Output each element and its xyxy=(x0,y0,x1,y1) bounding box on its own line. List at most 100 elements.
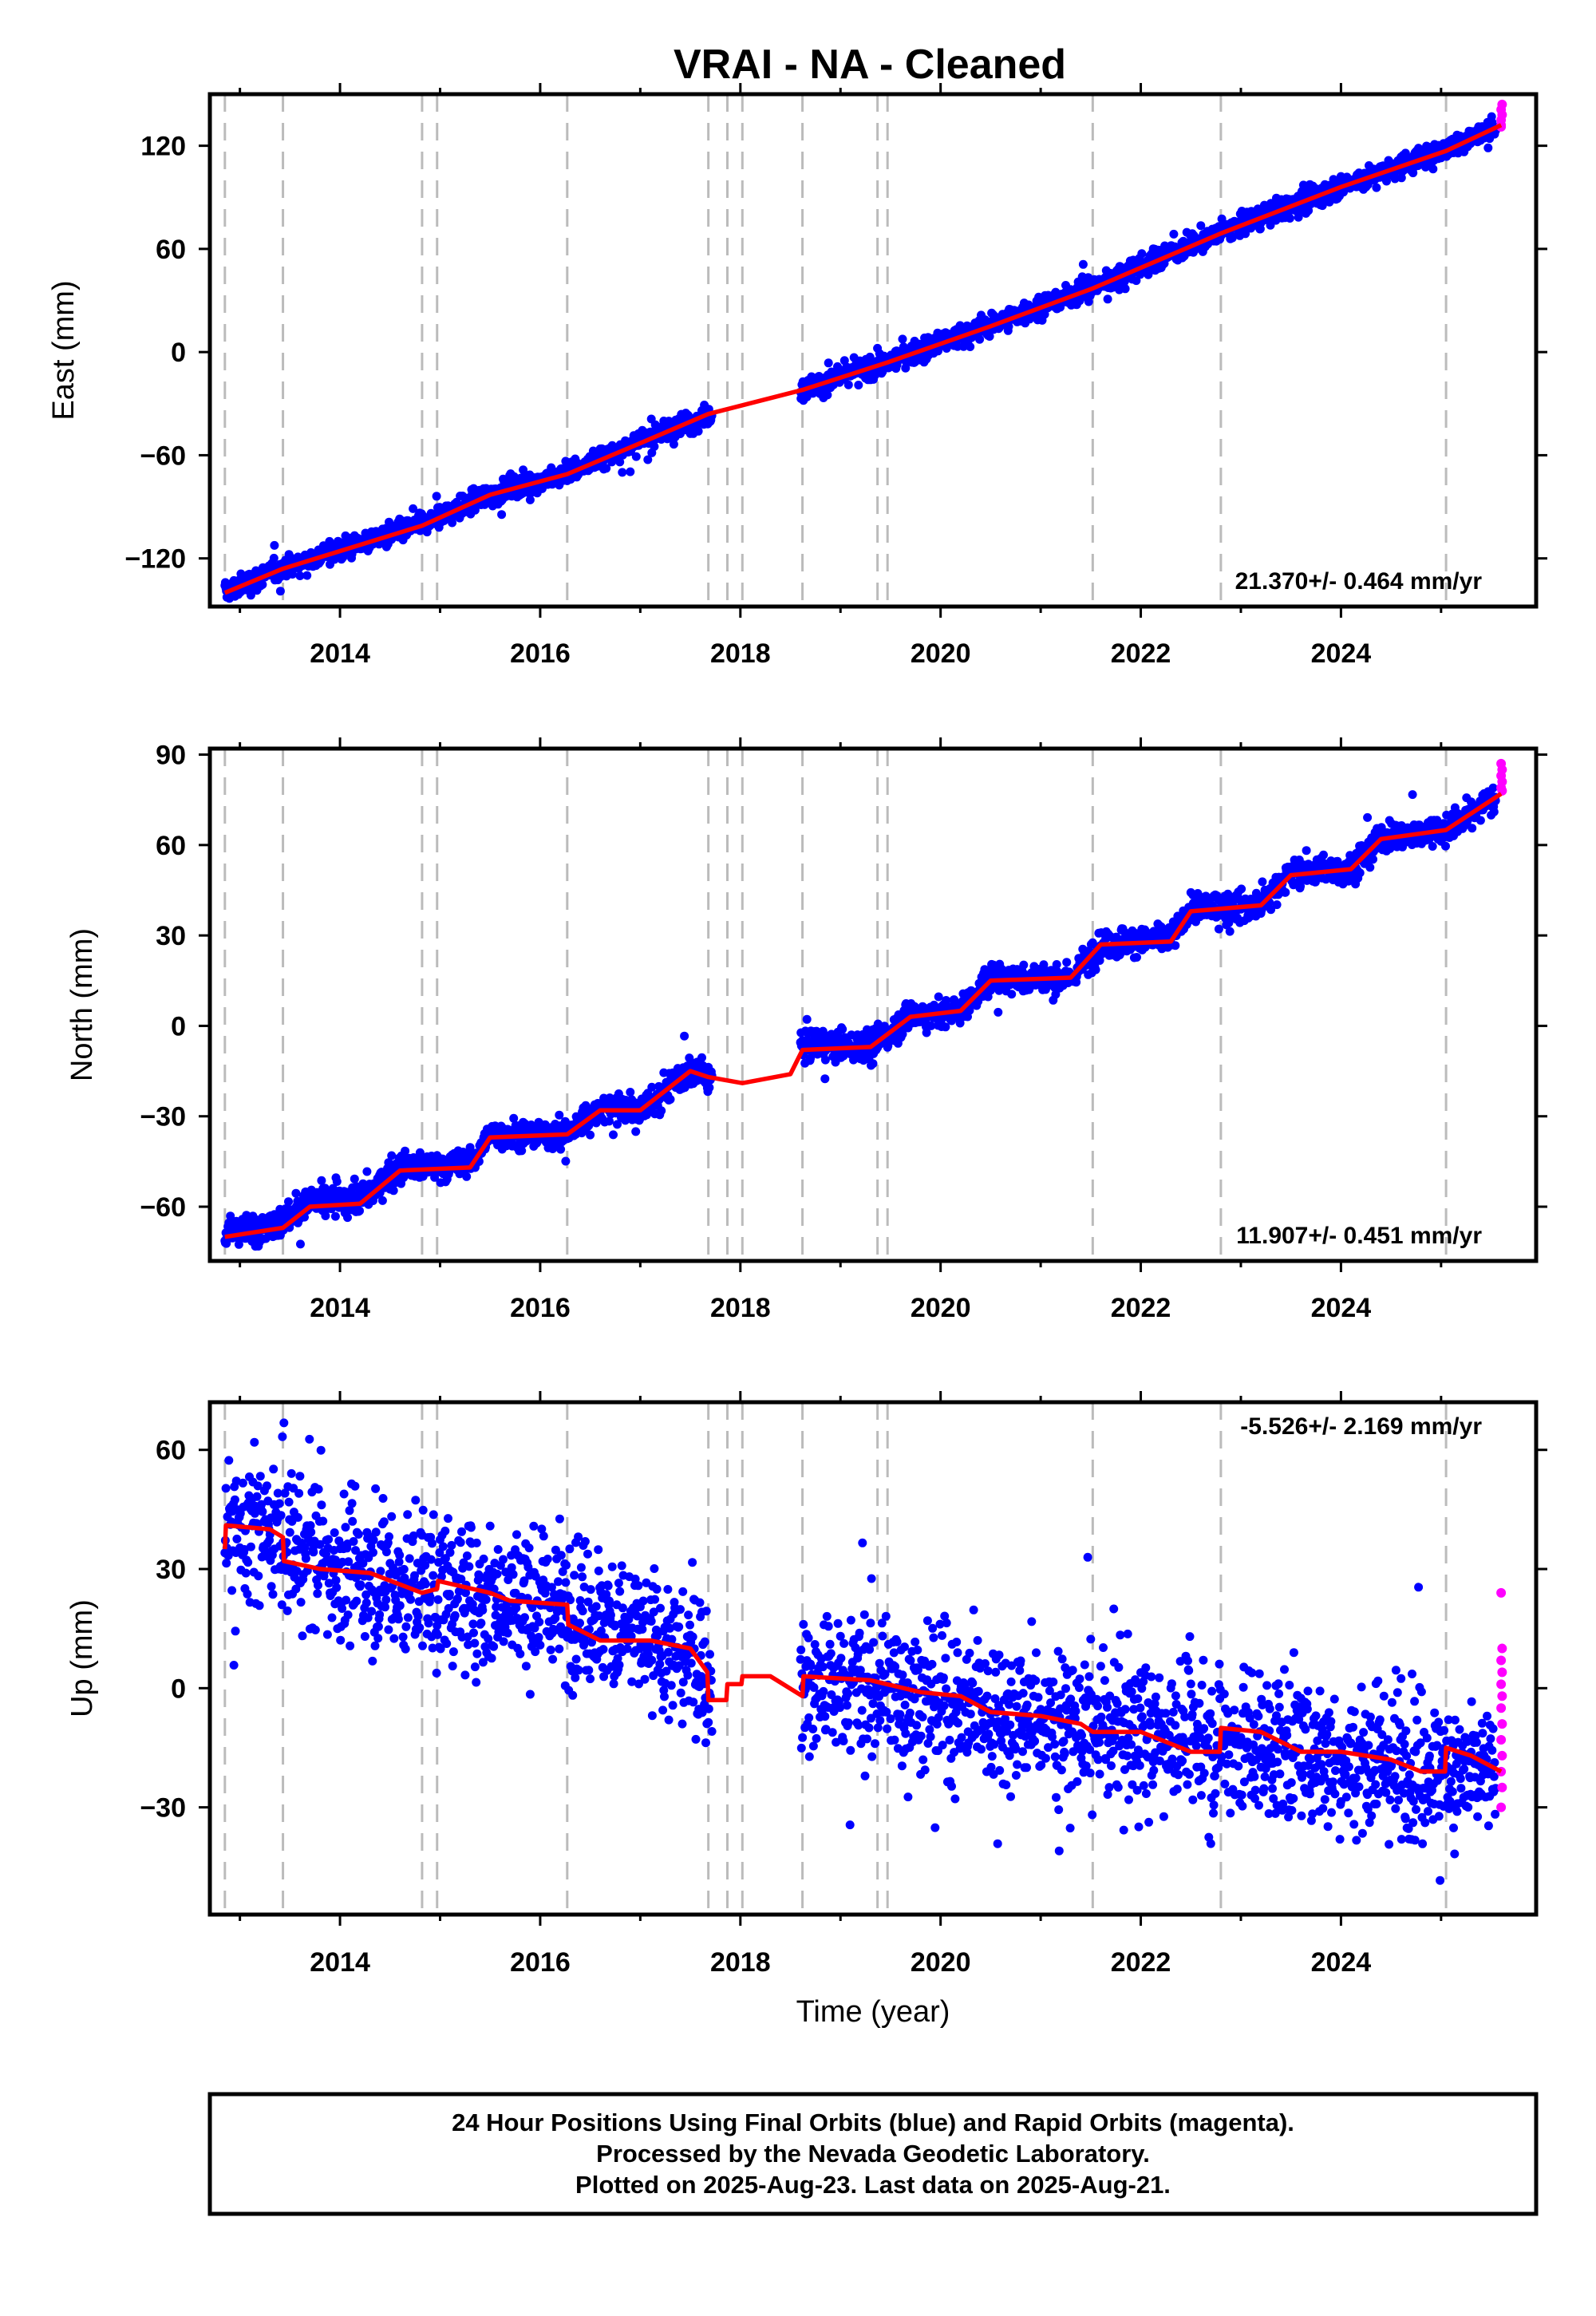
data-point xyxy=(899,342,908,352)
data-point xyxy=(1019,960,1029,970)
model-line xyxy=(224,792,1503,1239)
data-point xyxy=(1052,960,1061,969)
data-point xyxy=(1281,887,1290,897)
x-tick-label: 2014 xyxy=(310,1293,370,1323)
x-tick-label: 2018 xyxy=(710,1293,771,1323)
data-point xyxy=(941,1022,950,1032)
data-point xyxy=(631,452,641,461)
data-point xyxy=(1483,143,1493,152)
data-point xyxy=(1171,941,1180,951)
final-orbit-points xyxy=(220,783,1500,1251)
data-point xyxy=(295,571,305,580)
x-ticks xyxy=(239,83,1443,618)
data-point xyxy=(631,1127,641,1136)
y-tick-label: 60 xyxy=(156,831,186,861)
data-point xyxy=(926,1021,936,1030)
data-point xyxy=(1225,927,1235,936)
y-tick-label: 0 xyxy=(171,1011,186,1041)
data-point xyxy=(561,1156,571,1166)
data-point xyxy=(955,1018,965,1028)
data-point xyxy=(626,467,635,476)
data-point xyxy=(1227,233,1237,243)
data-point xyxy=(221,1484,231,1493)
data-point xyxy=(222,1559,231,1568)
data-point xyxy=(556,1144,566,1154)
data-point xyxy=(1237,884,1246,894)
y-ticks xyxy=(199,144,1547,560)
data-point xyxy=(258,580,267,589)
data-point xyxy=(1363,812,1373,822)
data-point xyxy=(647,1082,657,1092)
data-point xyxy=(605,1117,614,1126)
y-tick-label: −120 xyxy=(124,544,186,575)
x-ticks xyxy=(239,737,1443,1272)
data-point xyxy=(934,992,943,1002)
data-point xyxy=(985,332,994,341)
data-point xyxy=(389,1186,398,1196)
x-tick-label: 2014 xyxy=(310,638,370,669)
data-point xyxy=(350,1174,359,1184)
data-point xyxy=(377,1196,387,1205)
data-point xyxy=(1169,229,1179,239)
data-point xyxy=(643,455,653,464)
data-point xyxy=(1196,221,1206,231)
data-point xyxy=(669,440,678,449)
data-point xyxy=(296,1239,305,1249)
data-point xyxy=(238,1478,247,1488)
data-point xyxy=(517,1146,527,1156)
y-tick-label: −30 xyxy=(140,1102,186,1132)
north-panel: 2014 2016 2018 2020 2022 20249060300−30−60Nor… xyxy=(65,737,1547,1323)
plot-area xyxy=(220,1418,1507,1885)
data-point xyxy=(843,380,853,389)
rapid-orbit-points xyxy=(1496,758,1507,796)
data-point xyxy=(253,1481,263,1491)
velocity-label: 21.370+/- 0.464 mm/yr xyxy=(1235,568,1483,595)
y-tick-label: 30 xyxy=(156,921,186,951)
data-point xyxy=(432,492,441,501)
data-point xyxy=(820,1055,830,1065)
data-point xyxy=(1377,823,1386,832)
data-point xyxy=(676,429,685,438)
data-point xyxy=(284,1197,293,1207)
data-point xyxy=(1372,183,1381,192)
x-tick-label: 2018 xyxy=(710,638,771,669)
data-point xyxy=(1382,176,1391,186)
data-point xyxy=(1355,868,1365,878)
x-tick-label: 2020 xyxy=(911,638,971,669)
data-point xyxy=(401,1146,410,1156)
east-panel: 2014 2016 2018 2020 2022 2024120600−60−120Eas… xyxy=(47,83,1547,669)
data-point xyxy=(252,1492,262,1501)
data-point xyxy=(1224,918,1234,927)
data-point xyxy=(609,1130,618,1140)
y-tick-label: −60 xyxy=(140,441,186,471)
data-point xyxy=(254,1571,263,1581)
data-point xyxy=(818,1026,828,1036)
final-orbit-points xyxy=(220,1418,1500,1885)
model-line xyxy=(223,123,1503,595)
data-point xyxy=(250,1437,259,1447)
data-point xyxy=(362,1167,372,1176)
data-point xyxy=(697,1053,706,1062)
data-point xyxy=(224,1456,234,1465)
data-point xyxy=(838,1025,847,1034)
data-point xyxy=(257,1500,267,1509)
data-point xyxy=(854,381,863,389)
data-point xyxy=(263,1481,271,1491)
data-point xyxy=(430,1172,440,1182)
data-point xyxy=(232,1534,242,1543)
figure-title: VRAI - NA - Cleaned xyxy=(674,41,1066,88)
event-lines xyxy=(223,749,1448,1261)
data-point xyxy=(243,1589,252,1599)
data-point xyxy=(269,553,279,563)
data-point xyxy=(1266,905,1276,915)
x-tick-label: 2024 xyxy=(1311,638,1372,669)
rapid-point xyxy=(1497,99,1507,109)
data-point xyxy=(246,591,255,600)
data-point xyxy=(291,1188,301,1198)
data-point xyxy=(330,1211,340,1221)
data-point xyxy=(227,1586,237,1595)
data-point xyxy=(1258,877,1267,887)
data-point xyxy=(255,1601,264,1611)
x-tick-label: 2022 xyxy=(1111,1293,1171,1323)
